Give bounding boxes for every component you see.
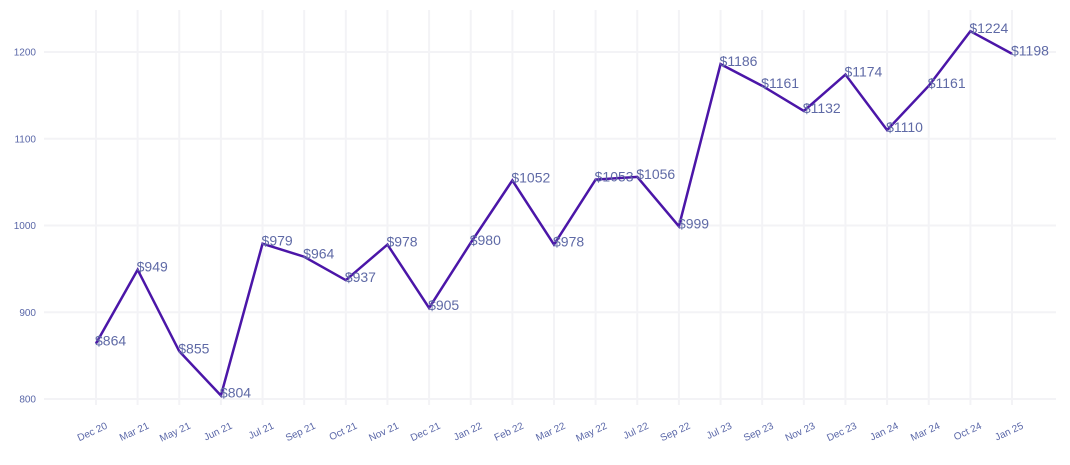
data-label: $949 (137, 259, 168, 275)
x-tick-label: Mar 21 (118, 421, 151, 444)
data-label: $804 (220, 385, 251, 401)
data-label: $978 (553, 234, 584, 250)
data-label: $1161 (928, 75, 966, 91)
data-label: $1110 (886, 119, 923, 135)
x-tick-label: Jul 21 (247, 421, 276, 442)
data-label: $980 (470, 232, 501, 248)
x-tick-label: Mar 24 (909, 421, 942, 444)
data-label: $905 (428, 297, 459, 313)
x-axis: Dec 20 Mar 21 May 21 Jun 21 Jul 21 Sep 21 Oct … (76, 421, 1026, 445)
data-label: $1056 (636, 166, 675, 182)
data-label: $978 (386, 234, 417, 250)
x-tick-label: Mar 22 (534, 421, 567, 444)
data-label: $964 (303, 246, 334, 262)
x-tick-label: Jan 24 (868, 421, 900, 444)
y-axis: 800 900 1000 1100 1200 (14, 48, 37, 406)
y-tick-label: 900 (19, 308, 36, 319)
x-tick-label: May 22 (575, 421, 610, 445)
x-tick-label: Dec 21 (409, 421, 443, 445)
x-tick-label: Jan 25 (993, 421, 1025, 444)
data-label: $979 (262, 233, 293, 249)
data-label: $855 (178, 340, 209, 356)
data-label: $1198 (1011, 43, 1049, 59)
data-label: $1053 (595, 169, 634, 185)
x-tick-label: Nov 23 (784, 421, 818, 445)
data-label: $999 (678, 215, 709, 231)
x-tick-label: Nov 21 (367, 421, 401, 445)
x-tick-label: Jun 21 (202, 421, 234, 444)
x-tick-label: Oct 24 (952, 421, 984, 444)
x-tick-label: Dec 20 (76, 421, 110, 445)
x-tick-label: May 21 (158, 421, 193, 445)
x-tick-label: Sep 22 (659, 421, 693, 445)
data-label: $937 (345, 269, 376, 285)
data-label: $1186 (720, 53, 758, 69)
x-tick-label: Oct 21 (328, 421, 360, 444)
y-tick-label: 800 (19, 395, 36, 406)
series-group (94, 29, 1013, 399)
y-tick-label: 1200 (14, 48, 37, 59)
data-label: $1132 (803, 100, 841, 116)
x-tick-label: Feb 22 (493, 421, 526, 444)
vertical-gridlines (95, 10, 1013, 405)
data-label: $1052 (511, 169, 550, 185)
x-tick-label: Jul 22 (622, 421, 651, 442)
series-line (94, 29, 1013, 399)
data-label: $1224 (969, 20, 1008, 36)
x-tick-label: Dec 23 (825, 421, 859, 445)
x-tick-label: Jul 23 (705, 421, 734, 442)
x-tick-label: Sep 23 (742, 421, 776, 445)
y-tick-label: 1000 (14, 221, 37, 232)
data-labels: $864 $949 $855 $804 $979 $964 $937 $978 $905 $980… (95, 20, 1049, 400)
data-label: $1161 (761, 75, 799, 91)
horizontal-gridlines (44, 51, 1056, 400)
x-tick-label: Sep 21 (284, 421, 318, 445)
y-tick-label: 1100 (14, 134, 36, 145)
data-label: $1174 (844, 64, 882, 80)
data-label: $864 (95, 332, 126, 348)
x-tick-label: Jan 22 (452, 421, 484, 444)
